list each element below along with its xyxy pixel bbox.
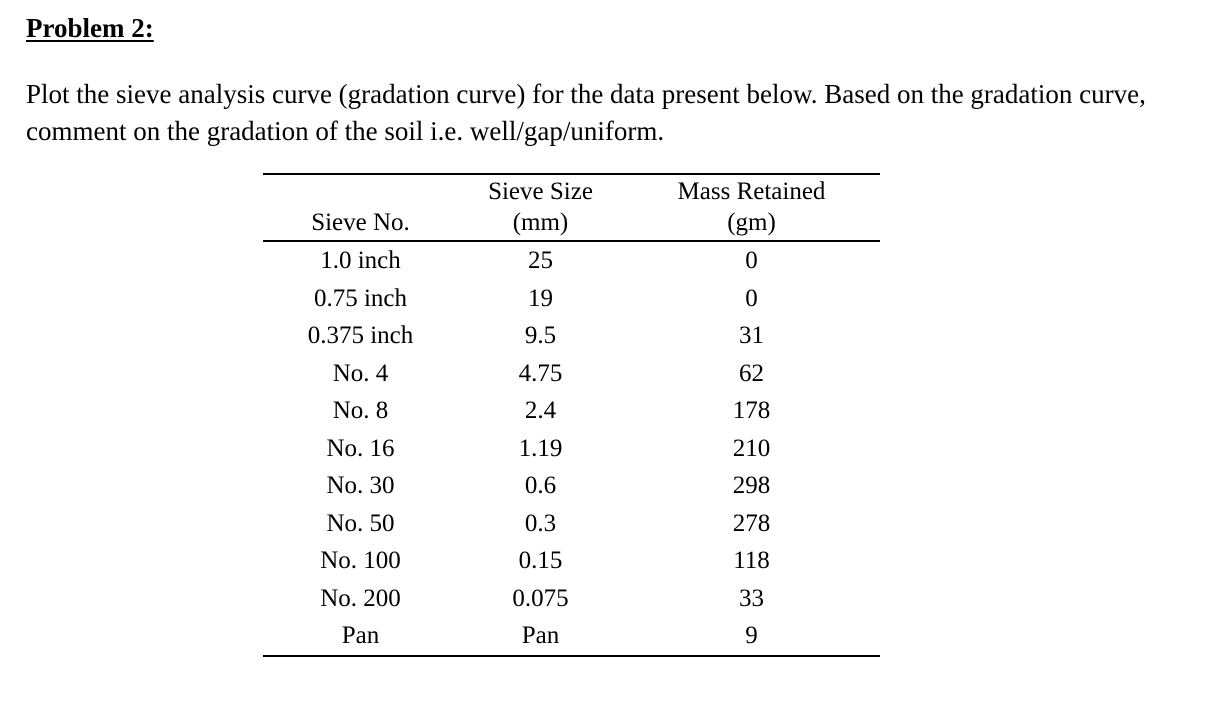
- cell-sieve-no: No. 200: [320, 584, 401, 612]
- table-row: Pan Pan 9: [263, 617, 880, 657]
- cell-sieve-no: No. 30: [326, 472, 395, 500]
- cell-sieve-size: 19: [528, 284, 553, 312]
- table-body: 1.0 inch 25 0 0.75 inch 19 0 0.375 inch …: [263, 241, 880, 657]
- table-row: 0.375 inch 9.5 31: [263, 317, 880, 355]
- cell-sieve-size: 2.4: [524, 397, 557, 425]
- header-mass-retained: Mass Retained: [623, 173, 880, 207]
- cell-mass-retained: 0: [745, 247, 758, 275]
- table-row: No. 50 0.3 278: [263, 505, 880, 543]
- cell-sieve-no: No. 4: [332, 359, 389, 387]
- header-empty-cell: [263, 173, 458, 207]
- cell-sieve-size: 0.15: [518, 547, 563, 575]
- cell-mass-retained: 31: [739, 322, 764, 350]
- cell-mass-retained: 178: [732, 397, 771, 425]
- table-row: No. 4 4.75 62: [263, 355, 880, 393]
- cell-sieve-no: No. 16: [326, 434, 395, 462]
- cell-sieve-size: 4.75: [518, 359, 563, 387]
- cell-sieve-no: 1.0 inch: [320, 247, 401, 275]
- table-row: No. 16 1.19 210: [263, 430, 880, 468]
- header-row-1: Sieve Size Mass Retained: [263, 173, 880, 207]
- problem-statement: Plot the sieve analysis curve (gradation…: [26, 79, 1146, 146]
- cell-mass-retained: 118: [733, 547, 770, 575]
- cell-mass-retained: 298: [732, 472, 771, 500]
- table-row: No. 100 0.15 118: [263, 542, 880, 580]
- cell-sieve-no: No. 100: [320, 547, 401, 575]
- cell-mass-retained: 0: [745, 284, 758, 312]
- cell-sieve-size: 0.6: [524, 472, 557, 500]
- header-sieve-size-unit: (mm): [458, 207, 623, 242]
- cell-sieve-size: 0.075: [512, 584, 569, 612]
- cell-mass-retained: 210: [732, 434, 771, 462]
- cell-sieve-no: 0.75 inch: [313, 284, 408, 312]
- table-row: No. 200 0.075 33: [263, 580, 880, 618]
- header-sieve-no: Sieve No.: [263, 207, 458, 242]
- cell-mass-retained: 33: [739, 584, 764, 612]
- cell-sieve-size: 1.19: [518, 434, 563, 462]
- header-mass-unit: (gm): [623, 207, 880, 242]
- sieve-data-table: Sieve Size Mass Retained Sieve No. (mm) …: [263, 173, 880, 657]
- cell-sieve-no: Pan: [263, 617, 458, 657]
- cell-sieve-no: No. 50: [326, 509, 395, 537]
- cell-mass-retained: 278: [732, 509, 771, 537]
- table-row: 1.0 inch 25 0: [263, 241, 880, 280]
- cell-mass-retained: 62: [739, 359, 764, 387]
- cell-sieve-size: 25: [528, 247, 553, 275]
- header-row-2: Sieve No. (mm) (gm): [263, 207, 880, 242]
- header-sieve-size: Sieve Size: [458, 173, 623, 207]
- table-header: Sieve Size Mass Retained Sieve No. (mm) …: [263, 173, 880, 242]
- problem-heading: Problem 2:: [26, 13, 154, 43]
- table-row: No. 8 2.4 178: [263, 392, 880, 430]
- cell-sieve-no: No. 8: [332, 397, 389, 425]
- table-row: No. 30 0.6 298: [263, 467, 880, 505]
- cell-sieve-no: 0.375 inch: [307, 322, 414, 350]
- cell-sieve-size: 0.3: [524, 509, 557, 537]
- cell-sieve-size: Pan: [458, 617, 623, 657]
- cell-sieve-size: 9.5: [524, 322, 557, 350]
- cell-mass-retained: 9: [623, 617, 880, 657]
- table-row: 0.75 inch 19 0: [263, 280, 880, 318]
